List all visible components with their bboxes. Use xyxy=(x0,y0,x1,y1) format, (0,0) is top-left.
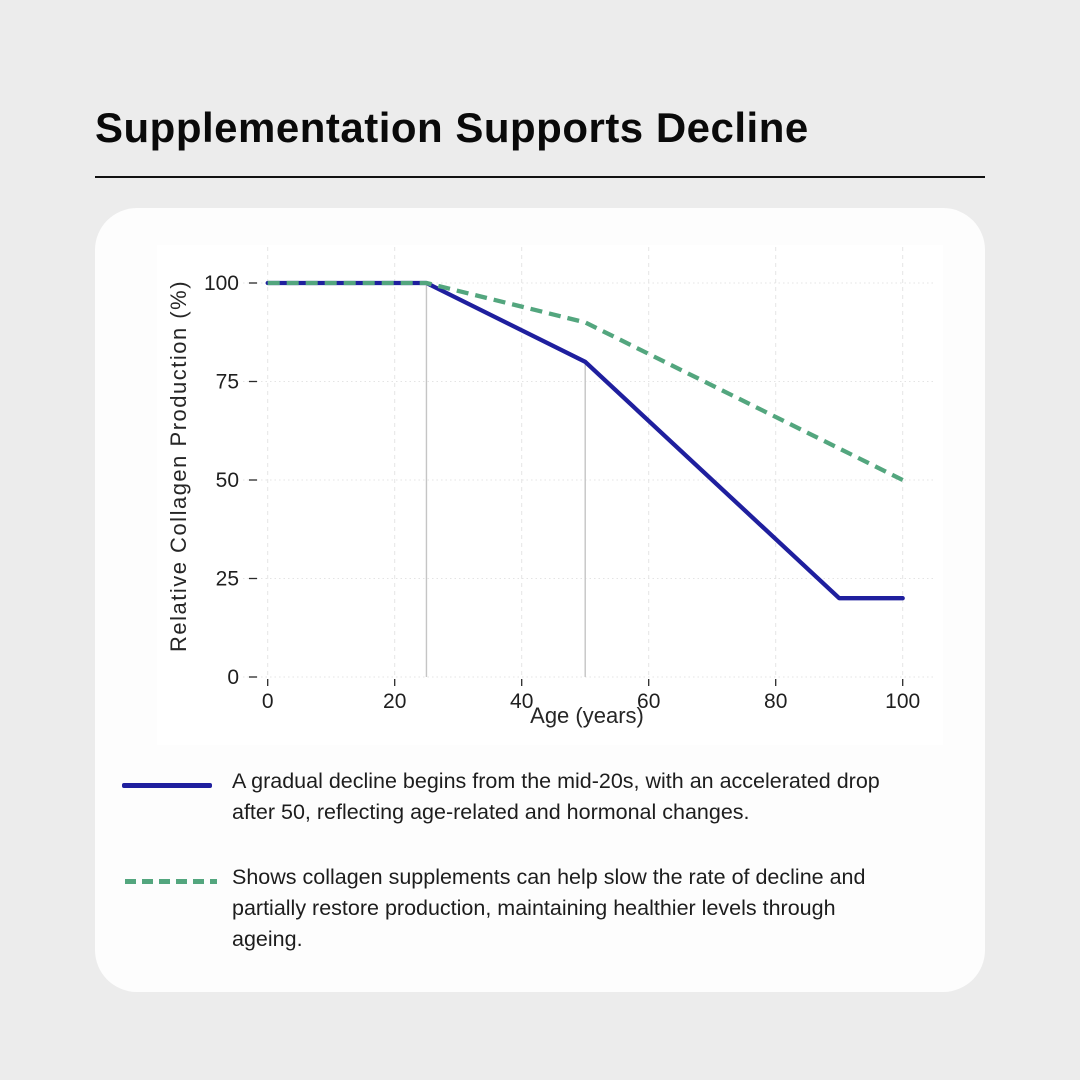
y-axis-label: Relative Collagen Production (%) xyxy=(166,279,191,653)
dashed-line-swatch-icon xyxy=(125,879,217,884)
y-tick-label: 100 xyxy=(204,272,239,295)
x-tick-label: 40 xyxy=(510,690,533,713)
legend-item-text: A gradual decline begins from the mid-20… xyxy=(232,769,880,824)
x-axis-label: Age (years) xyxy=(530,703,644,728)
y-tick-label: 50 xyxy=(216,469,239,492)
series-with-supplementation xyxy=(267,280,904,482)
x-tick-label: 20 xyxy=(383,690,406,713)
chart-figure: 0 20 40 60 80 100 0 25 50 75 100 xyxy=(157,245,943,745)
page-title: Supplementation Supports Decline xyxy=(95,104,809,151)
legend-item-supplementation: Shows collagen supplements can help slow… xyxy=(95,862,985,992)
chart-card: 0 20 40 60 80 100 0 25 50 75 100 Age (years) Relat… xyxy=(95,208,985,992)
chart-area: 0 20 40 60 80 100 0 25 50 75 100 xyxy=(157,245,943,745)
x-tick-label: 80 xyxy=(764,690,787,713)
y-tick-label: 75 xyxy=(216,371,239,394)
x-tick-label: 100 xyxy=(885,690,920,713)
y-tick-label: 25 xyxy=(216,568,239,591)
x-tick-label: 0 xyxy=(262,690,274,713)
chart-svg: 0 20 40 60 80 100 0 25 50 75 100 xyxy=(204,247,935,713)
legend-item-text: Shows collagen supplements can help slow… xyxy=(232,865,866,951)
title-underline xyxy=(95,176,985,178)
solid-line-swatch-icon xyxy=(122,783,212,788)
legend-item-natural-decline: A gradual decline begins from the mid-20… xyxy=(95,766,985,862)
x-tick-label: 60 xyxy=(637,690,660,713)
y-tick-label: 0 xyxy=(227,666,239,689)
